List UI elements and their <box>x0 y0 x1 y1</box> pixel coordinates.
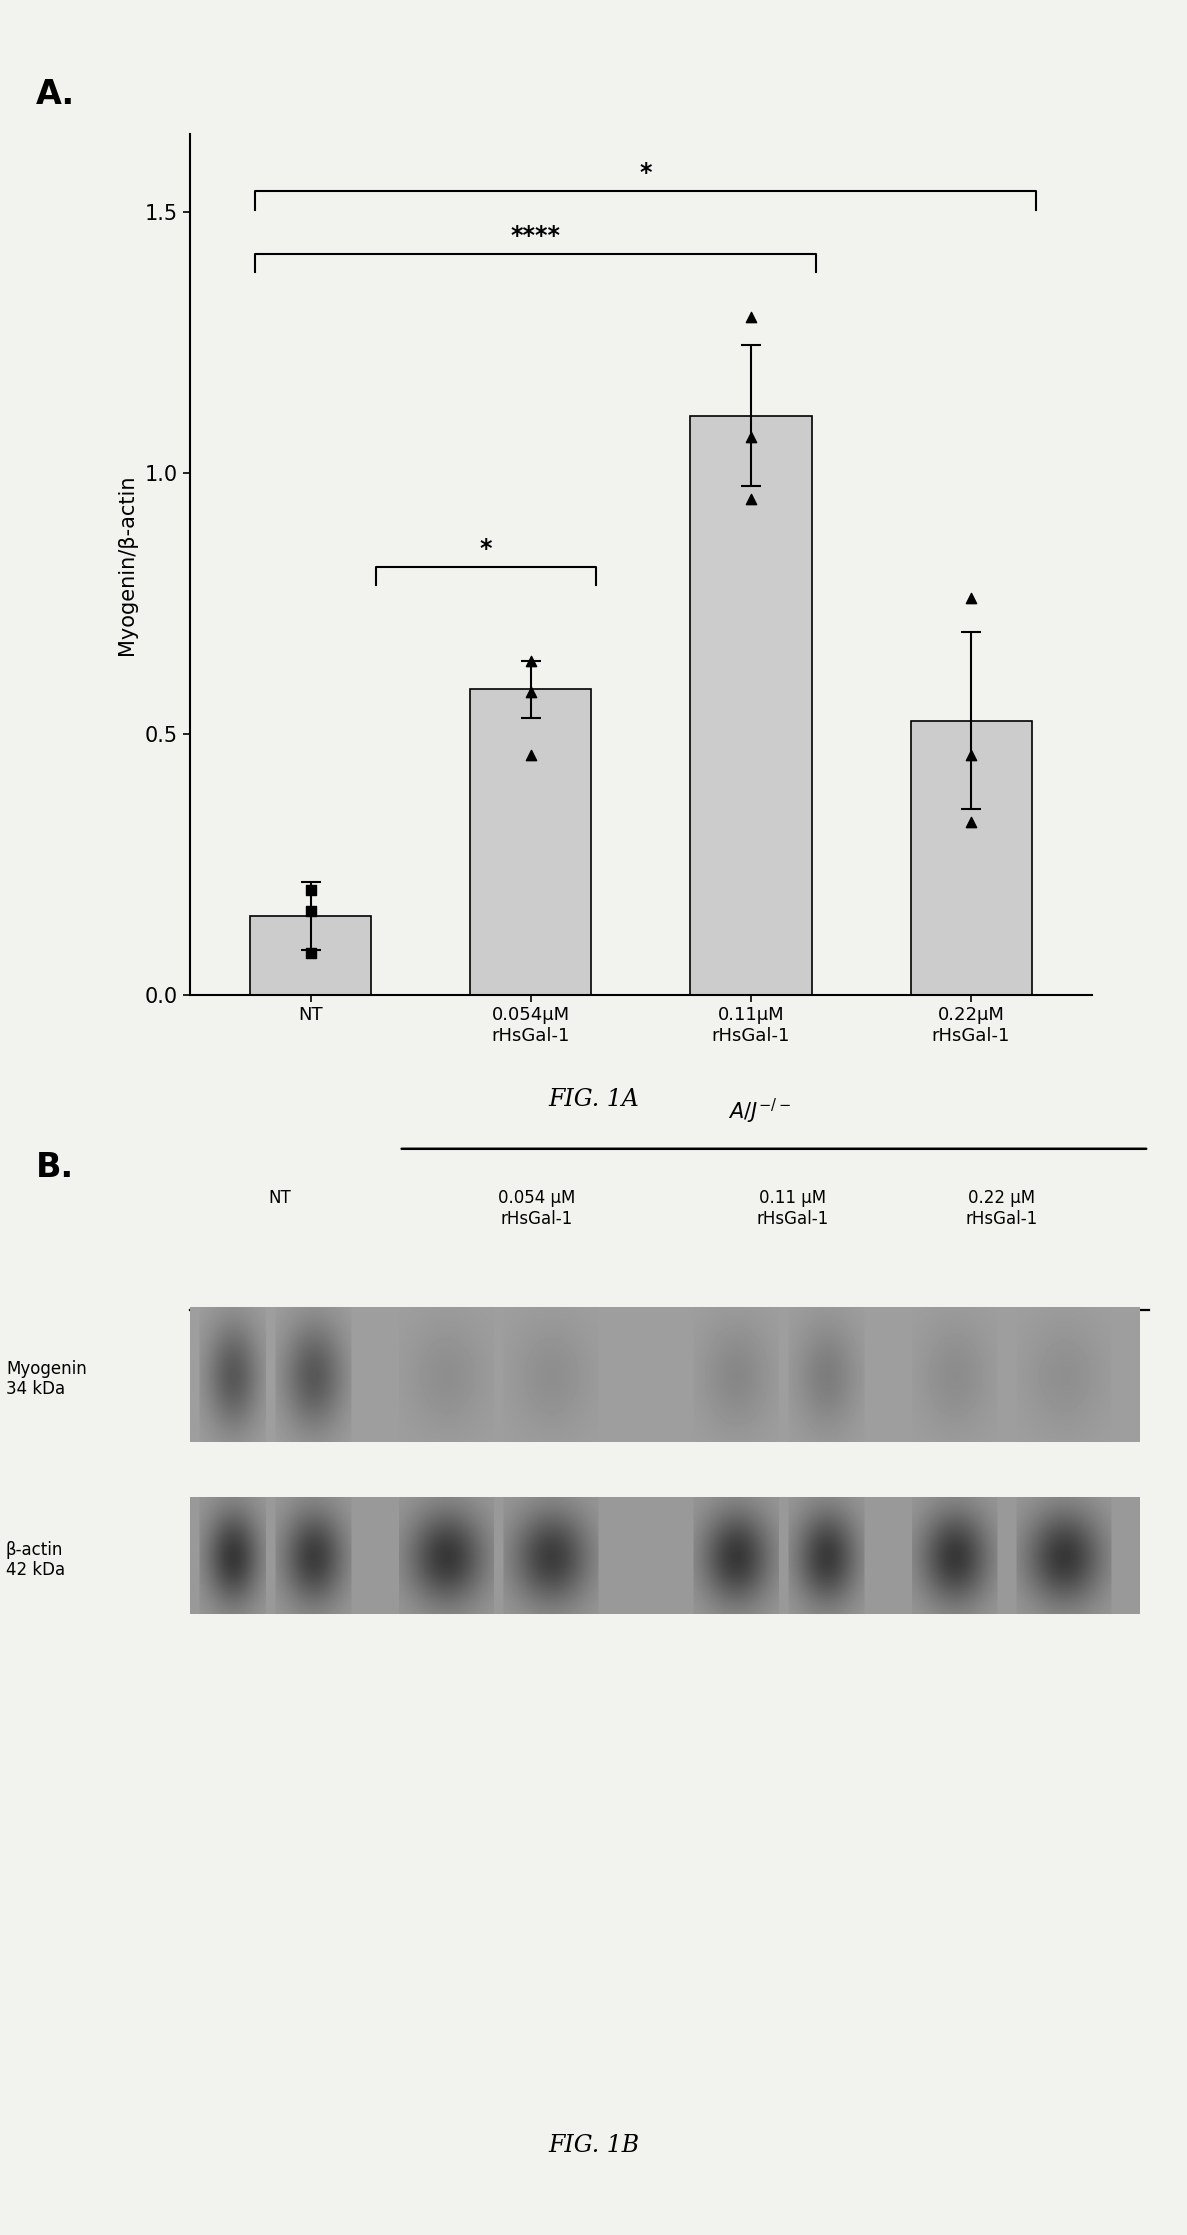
Point <box>301 872 320 907</box>
Point <box>742 299 761 335</box>
Text: Myogenin
34 kDa: Myogenin 34 kDa <box>6 1359 87 1399</box>
Text: 0.054 μM
rHsGal-1: 0.054 μM rHsGal-1 <box>497 1189 576 1227</box>
Text: NT: NT <box>268 1189 292 1207</box>
Text: 0.22 μM
rHsGal-1: 0.22 μM rHsGal-1 <box>966 1189 1037 1227</box>
Point <box>301 934 320 970</box>
Point <box>521 644 540 679</box>
Point <box>521 738 540 773</box>
Bar <box>250 916 372 995</box>
Text: 0.11 μM
rHsGal-1: 0.11 μM rHsGal-1 <box>757 1189 829 1227</box>
Text: β-actin
42 kDa: β-actin 42 kDa <box>6 1540 65 1580</box>
Text: $A/J^{-/-}$: $A/J^{-/-}$ <box>729 1097 791 1126</box>
Text: A.: A. <box>36 78 75 112</box>
Point <box>301 894 320 930</box>
Y-axis label: Myogenin/β-actin: Myogenin/β-actin <box>116 474 137 655</box>
Point <box>961 581 980 617</box>
Text: *: * <box>639 161 652 186</box>
Bar <box>910 720 1032 995</box>
Text: ****: **** <box>510 224 560 248</box>
Text: *: * <box>480 536 493 561</box>
Bar <box>470 688 591 995</box>
Point <box>742 481 761 516</box>
Point <box>961 738 980 773</box>
Point <box>521 675 540 711</box>
Point <box>742 418 761 454</box>
Bar <box>691 416 812 995</box>
Text: FIG. 1A: FIG. 1A <box>548 1088 639 1111</box>
Point <box>961 805 980 840</box>
Text: FIG. 1B: FIG. 1B <box>548 2134 639 2157</box>
Text: B.: B. <box>36 1151 74 1185</box>
